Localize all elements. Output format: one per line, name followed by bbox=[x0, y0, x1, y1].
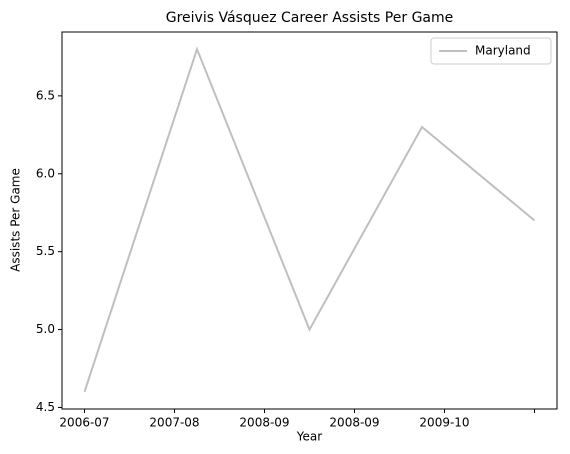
y-tick-label: 6.5 bbox=[36, 88, 55, 102]
x-axis-label: Year bbox=[296, 430, 322, 444]
y-tick-label: 5.5 bbox=[36, 244, 55, 258]
axes-frame bbox=[61, 31, 558, 410]
legend-box bbox=[430, 37, 552, 65]
x-tick-label: 2008-09 bbox=[329, 416, 379, 430]
y-tick-label: 4.5 bbox=[36, 400, 55, 414]
x-tick-label: 2009-10 bbox=[419, 416, 469, 430]
y-tick-label: 5.0 bbox=[36, 322, 55, 336]
x-tick-label: 2007-08 bbox=[149, 416, 199, 430]
x-tick-label: 2006-07 bbox=[59, 416, 109, 430]
line bbox=[83, 46, 536, 393]
legend-label: Maryland bbox=[475, 44, 531, 58]
chart-title: Greivis Vásquez Career Assists Per Game bbox=[166, 10, 454, 26]
y-tick-label: 6.0 bbox=[36, 166, 55, 180]
y-axis-label: Assists Per Game bbox=[9, 168, 23, 272]
x-tick-label: 2008-09 bbox=[239, 416, 289, 430]
